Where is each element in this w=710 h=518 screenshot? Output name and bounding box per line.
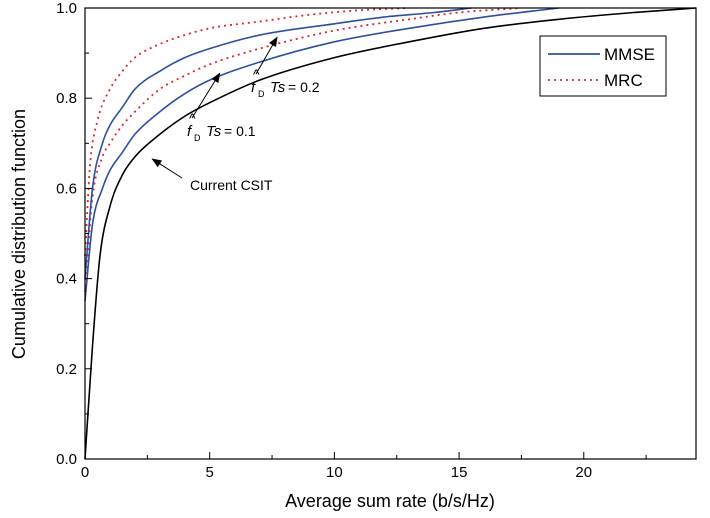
- y-axis-title: Cumulative distribution function: [9, 109, 29, 359]
- annotation-value: = 0.2: [288, 79, 320, 95]
- legend-label-mmse: MMSE: [604, 45, 655, 64]
- annotation-symbol-f: f: [251, 79, 257, 96]
- series-line-mmse-f-d-ts-0-1: [84, 7, 559, 302]
- annotation-symbol-ts: Ts: [206, 123, 222, 140]
- x-tick-label: 0: [81, 464, 89, 481]
- series-line-mrc-f-d-ts-0-2: [84, 7, 410, 257]
- x-tick-label: 10: [326, 464, 343, 481]
- legend: MMSE MRC: [539, 35, 667, 97]
- x-axis-title: Average sum rate (b/s/Hz): [285, 491, 495, 511]
- y-tick-label: 0.8: [56, 90, 77, 107]
- y-tick-label: 0.2: [56, 361, 77, 378]
- x-tick-label: 15: [451, 464, 468, 481]
- annotation-fdts-0-1: f^D Ts = 0.1: [187, 72, 256, 143]
- y-tick-label: 1.0: [56, 0, 77, 17]
- ticks-layer: 0 5 10 15 20 0.0 0.2 0.4 0.6 0.8 1.0: [56, 0, 647, 481]
- series-line-mmse-f-d-ts-0-2: [84, 7, 472, 279]
- y-tick-label: 0.0: [56, 451, 77, 468]
- y-tick-label: 0.4: [56, 271, 77, 288]
- annotation-fdts-0-2: f^D Ts = 0.2: [251, 36, 320, 99]
- legend-label-mrc: MRC: [604, 71, 643, 90]
- annotation-arrow-fdts-0-1: [191, 72, 221, 119]
- x-tick-label: 20: [575, 464, 592, 481]
- annotation-symbol-ts: Ts: [270, 79, 286, 96]
- annotation-symbol-f: f: [187, 123, 193, 140]
- annotation-arrow-current-csit: [151, 158, 183, 179]
- y-tick-label: 0.6: [56, 180, 77, 197]
- x-tick-label: 5: [206, 464, 214, 481]
- annotation-subscript: D: [258, 89, 265, 99]
- legend-box: [539, 35, 667, 97]
- annotation-subscript: D: [194, 133, 201, 143]
- annotation-value: = 0.1: [224, 123, 256, 139]
- annotation-arrow-fdts-0-2: [255, 36, 278, 75]
- series-line-mrc-f-d-ts-0-1: [84, 7, 522, 293]
- annotation-current-csit: Current CSIT: [190, 177, 273, 193]
